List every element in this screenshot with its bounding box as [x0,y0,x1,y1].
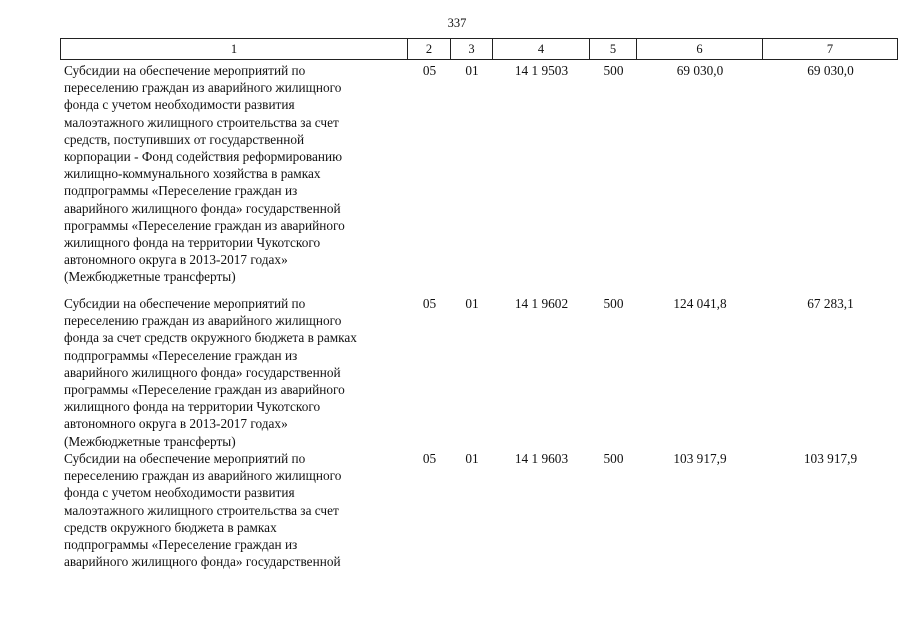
description-line: жилищно-коммунального хозяйства в рамках [64,166,321,182]
description-line: фонда за счет средств окружного бюджета … [64,330,357,346]
cell: 01 [465,296,479,311]
cell: 14 1 9603 [514,451,569,466]
description-line: (Межбюджетные трансферты) [64,269,236,285]
header-cell: 1 [60,38,408,60]
description-line: Субсидии на обеспечение мероприятий по [64,63,306,78]
cell: 500 [603,63,624,78]
description-line: автономного округа в 2013-2017 годах» [64,416,288,432]
description-line: переселению граждан из аварийного жилищн… [64,313,342,329]
description-line: аварийного жилищного фонда» государствен… [64,200,341,216]
cell: 69 030,0 [807,63,854,78]
description-line: автономного округа в 2013-2017 годах» [64,252,288,268]
cell: 05 [422,296,437,311]
description-line: малоэтажного жилищного строительства за … [64,114,339,130]
description-line: фонда с учетом необходимости развития [64,485,295,501]
description-line: средств, поступивших от государственной [64,131,305,147]
description-line: фонда с учетом необходимости развития [64,97,295,113]
cell: 67 283,1 [807,296,854,311]
header-cell: 3 [450,38,493,60]
description-line: подпрограммы «Переселение граждан из [64,347,298,363]
cell: 05 [422,63,437,78]
description-line: (Межбюджетные трансферты) [64,433,236,449]
header-cell: 5 [589,38,637,60]
cell: 124 041,8 [673,296,727,311]
description-line: подпрограммы «Переселение граждан из [64,183,298,199]
cell: 01 [465,63,479,78]
header-cell: 2 [407,38,451,60]
cell: 103 917,9 [673,451,727,466]
description-line: переселению граждан из аварийного жилищн… [64,468,342,484]
header-cell: 4 [492,38,590,60]
description-line: программы «Переселение граждан из аварий… [64,217,345,233]
header-cell: 6 [636,38,763,60]
description-line: корпорации - Фонд содействия реформирова… [64,149,343,164]
description-line: жилищного фонда на территории Чукотского [64,235,321,250]
cell: 69 030,0 [676,63,724,78]
description-line: жилищного фонда на территории Чукотского [64,399,321,415]
cell: 01 [465,451,479,466]
cell: 14 1 9602 [514,296,569,311]
cell: 500 [603,296,624,311]
cell: 14 1 9503 [514,63,569,78]
description-line: Субсидии на обеспечение мероприятий по [64,451,306,466]
description-line: Субсидии на обеспечение мероприятий по [64,296,306,311]
description-line: переселению граждан из аварийного жилищн… [64,80,342,96]
description-line: аварийного жилищного фонда» государствен… [64,554,341,570]
description-line: аварийного жилищного фонда» государствен… [64,364,341,380]
cell: 500 [603,451,624,466]
cell: 103 917,9 [803,451,858,466]
header-cell: 7 [762,38,898,60]
description-line: малоэтажного жилищного строительства за … [64,502,339,518]
description-line: программы «Переселение граждан из аварий… [64,382,345,397]
description-line: подпрограммы «Переселение граждан из [64,537,298,552]
page-number: 337 [447,16,467,30]
cell: 05 [422,451,437,466]
description-line: средств окружного бюджета в рамках [64,519,277,535]
